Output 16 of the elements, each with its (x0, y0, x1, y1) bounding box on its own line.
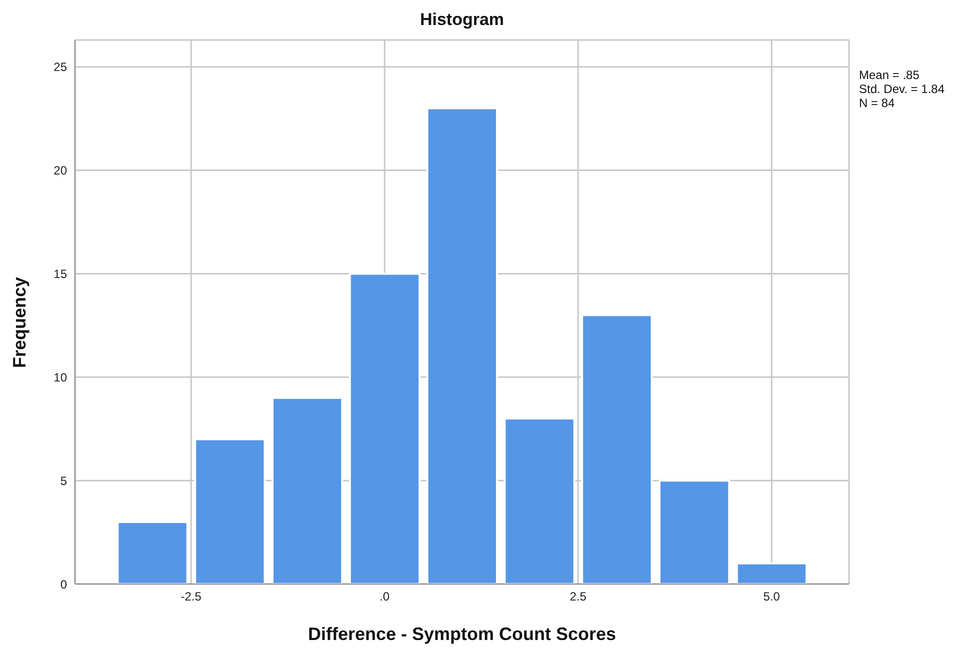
chart-title: Histogram (418, 10, 506, 30)
y-axis-title: Frequency (10, 276, 30, 370)
y-tick-label: 5 (60, 474, 68, 488)
text: Std. Dev. = 1.84 (859, 82, 944, 96)
x-tick-label: 2.5 (570, 590, 587, 604)
y-tick-label: 10 (54, 370, 68, 384)
text: N = 84 (859, 96, 896, 110)
x-tick-label: .0 (380, 590, 390, 604)
text: Mean = .85 (859, 68, 920, 82)
x-axis-title: Difference - Symptom Count Scores (306, 624, 618, 645)
y-tick-label: 20 (54, 164, 68, 178)
x-tick-label: 5.0 (763, 590, 780, 604)
x-tick-label: -2.5 (180, 590, 202, 604)
y-tick-label: 25 (54, 60, 68, 74)
y-tick-label: 15 (54, 266, 68, 281)
y-tick-label: 0 (60, 577, 68, 592)
